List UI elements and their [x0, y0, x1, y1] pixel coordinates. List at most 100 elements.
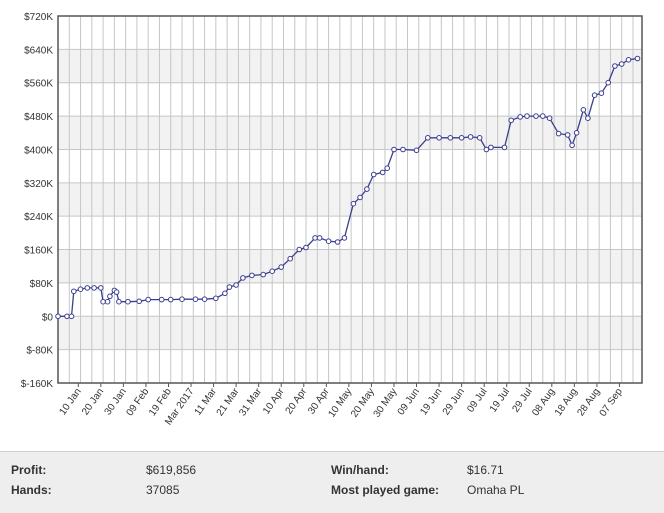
y-tick-label: $400K	[24, 145, 53, 156]
x-tick-label: 31 Mar	[237, 386, 264, 418]
grid-band	[58, 49, 642, 83]
profit-chart: $-160K $-80K $0 $80K $160K $240K $320K $400K $48…	[20, 12, 643, 428]
x-tick-label: 10 Apr	[261, 386, 287, 417]
grid-band	[58, 316, 642, 350]
data-point	[316, 235, 323, 241]
data-point	[391, 146, 397, 153]
data-point	[125, 298, 131, 305]
x-tick-label: 10 Jan	[58, 386, 84, 417]
data-point	[222, 290, 228, 297]
grid-band	[58, 249, 642, 283]
data-point	[201, 296, 208, 303]
data-point	[158, 296, 165, 303]
grid-band	[58, 116, 642, 150]
plot-frame-border	[57, 15, 643, 384]
y-tick-label: $480K	[24, 112, 53, 123]
profit-label: Profit:	[11, 463, 47, 477]
data-point	[612, 63, 618, 69]
data-point	[533, 113, 539, 119]
data-point	[350, 200, 357, 207]
data-point	[84, 285, 91, 291]
x-tick-label: 29 Jun	[441, 386, 467, 417]
data-point	[179, 296, 185, 303]
plot-frame	[57, 15, 643, 387]
y-tick-label: $-80K	[26, 346, 53, 357]
data-point	[546, 115, 553, 121]
x-tick-label: 20 Jan	[80, 386, 106, 417]
data-point	[296, 246, 303, 253]
data-point	[91, 285, 97, 291]
data-point	[325, 238, 332, 244]
data-point	[508, 117, 515, 124]
data-point	[55, 313, 61, 320]
x-tick-label: 20 Apr	[284, 386, 310, 417]
data-point	[379, 169, 386, 176]
y-tick-label: $160K	[24, 246, 53, 257]
data-point	[269, 268, 276, 275]
data-point	[68, 313, 75, 320]
data-point	[625, 57, 632, 63]
data-point	[476, 135, 483, 141]
data-point	[425, 135, 431, 141]
data-point	[564, 132, 571, 138]
data-point	[104, 298, 111, 305]
data-point	[488, 144, 494, 151]
data-point	[357, 194, 363, 201]
data-point	[98, 285, 104, 291]
data-point	[226, 284, 233, 290]
data-point	[618, 61, 625, 67]
data-point	[384, 165, 391, 171]
data-point	[585, 115, 591, 121]
stats-panel: Profit: $619,856 Win/hand: $16.71 Hands:…	[0, 451, 664, 513]
data-point	[458, 135, 465, 141]
data-point	[113, 289, 120, 295]
data-point	[116, 298, 122, 305]
data-point	[483, 146, 490, 153]
x-tick-label: 19 Jul	[488, 386, 512, 414]
data-point	[249, 272, 255, 279]
data-point	[260, 271, 267, 278]
data-point	[341, 235, 348, 241]
data-point	[303, 244, 309, 251]
series-profit	[55, 55, 641, 320]
y-tick-label: $320K	[24, 179, 53, 190]
data-point	[233, 282, 239, 288]
profit-value: $619,856	[146, 463, 197, 477]
data-point	[436, 135, 442, 141]
data-point	[107, 293, 113, 300]
data-point	[64, 313, 70, 320]
y-tick-label: $560K	[24, 79, 53, 90]
grid-lines	[58, 15, 642, 384]
most-played-game-value: Omaha PL	[467, 483, 525, 497]
data-point	[573, 130, 580, 136]
x-tick-label: 30 May	[372, 386, 400, 419]
data-point	[278, 264, 285, 270]
data-point	[467, 134, 474, 140]
data-point	[71, 288, 77, 295]
data-point	[447, 135, 454, 141]
plot-bands	[58, 49, 642, 350]
data-point	[287, 255, 294, 262]
data-point	[540, 113, 546, 119]
data-point	[334, 239, 341, 245]
y-tick-label: $720K	[24, 12, 53, 23]
x-tick-label: 09 Jul	[465, 386, 489, 414]
profit-line-chart: $-160K $-80K $0 $80K $160K $240K $320K $400K $48…	[21, 12, 643, 427]
y-tick-label: $640K	[24, 45, 53, 56]
hands-value: 37085	[146, 483, 180, 497]
data-point	[413, 147, 420, 154]
data-point	[517, 114, 524, 120]
y-axis-tick-labels: $-160K $-80K $0 $80K $160K $240K $320K $400K $48…	[21, 12, 54, 390]
data-point	[240, 275, 246, 281]
y-tick-label: $240K	[24, 212, 53, 223]
x-tick-label: 09 Jun	[396, 386, 422, 417]
data-point	[400, 146, 406, 153]
data-point	[167, 296, 174, 303]
data-point	[569, 142, 575, 149]
data-point	[136, 298, 142, 305]
y-tick-label: $-160K	[21, 379, 54, 390]
win-per-hand-value: $16.71	[467, 463, 504, 477]
x-tick-label: 08 Aug	[530, 386, 557, 418]
x-tick-label: 18 Aug	[553, 386, 580, 418]
